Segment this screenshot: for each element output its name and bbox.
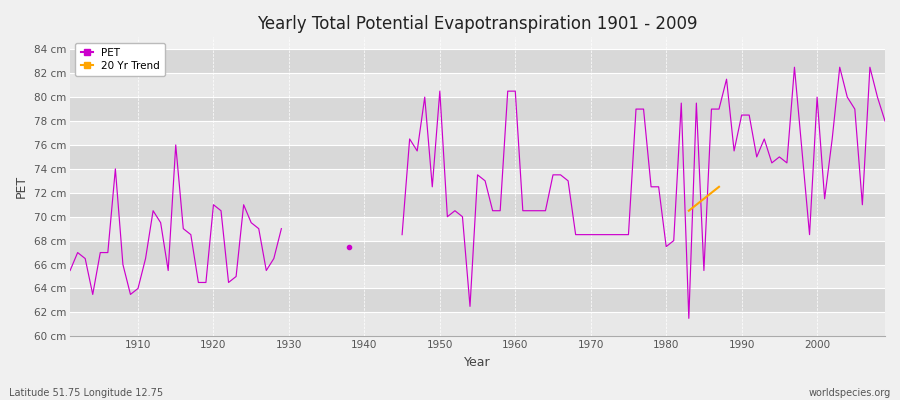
Bar xyxy=(70,49,885,73)
Bar xyxy=(70,264,885,288)
Bar xyxy=(70,169,885,193)
Title: Yearly Total Potential Evapotranspiration 1901 - 2009: Yearly Total Potential Evapotranspiratio… xyxy=(257,15,698,33)
Bar xyxy=(70,312,885,336)
X-axis label: Year: Year xyxy=(464,356,491,369)
Text: Latitude 51.75 Longitude 12.75: Latitude 51.75 Longitude 12.75 xyxy=(9,388,163,398)
Bar xyxy=(70,73,885,97)
Bar xyxy=(70,241,885,264)
Legend: PET, 20 Yr Trend: PET, 20 Yr Trend xyxy=(76,42,166,76)
Bar xyxy=(70,193,885,217)
Bar xyxy=(70,121,885,145)
Bar xyxy=(70,288,885,312)
Bar xyxy=(70,217,885,241)
Y-axis label: PET: PET xyxy=(15,175,28,198)
Text: worldspecies.org: worldspecies.org xyxy=(809,388,891,398)
Bar xyxy=(70,97,885,121)
Bar xyxy=(70,145,885,169)
